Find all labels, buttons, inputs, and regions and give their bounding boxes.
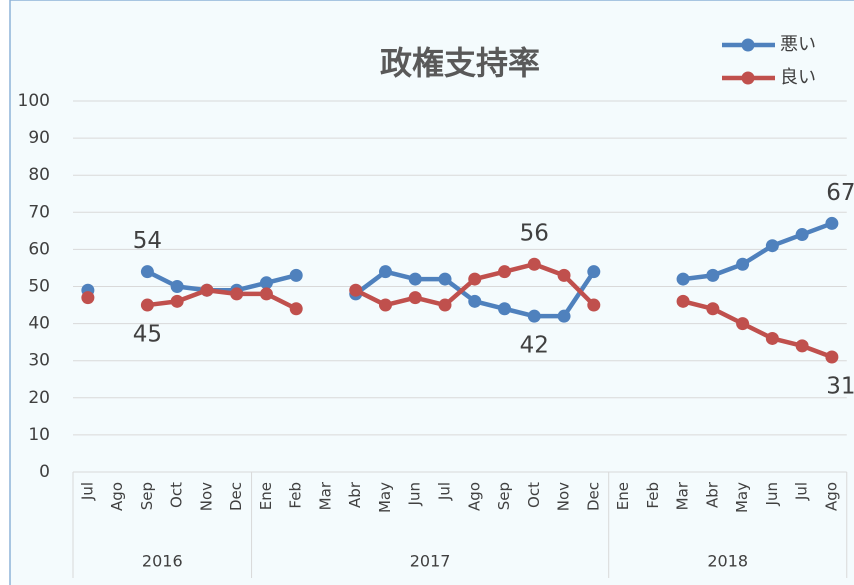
y-tick-label: 30 [28, 351, 50, 371]
x-tick-label: Jun [763, 482, 781, 506]
data-point [438, 272, 452, 286]
x-tick-label: Dec [584, 482, 602, 511]
data-label: 45 [133, 322, 162, 348]
y-tick-label: 0 [39, 462, 50, 482]
legend-label: 悪い [780, 34, 816, 55]
data-point [557, 309, 571, 323]
x-tick-label: Abr [346, 481, 364, 508]
data-point [140, 265, 154, 279]
data-point [527, 257, 541, 271]
data-point [736, 257, 750, 271]
group-label: 2018 [707, 552, 748, 571]
data-point [557, 268, 571, 282]
x-tick-label: Ene [614, 482, 632, 510]
x-tick-label: Sep [138, 482, 156, 510]
x-tick-label: Ago [108, 482, 126, 511]
data-point [259, 287, 273, 301]
data-point [170, 294, 184, 308]
data-point [140, 298, 154, 312]
data-point [765, 239, 779, 253]
data-point [378, 298, 392, 312]
y-tick-label: 80 [28, 165, 50, 185]
x-tick-label: Jul [78, 482, 96, 501]
x-tick-label: Oct [168, 482, 186, 508]
data-point [259, 276, 273, 290]
x-tick-label: Jul [436, 482, 454, 501]
y-tick-label: 70 [28, 202, 50, 222]
data-label: 54 [133, 228, 162, 254]
x-tick-label: Abr [703, 481, 721, 508]
data-point [438, 298, 452, 312]
data-point [230, 287, 244, 301]
x-tick-label: Ago [822, 482, 840, 511]
y-tick-label: 100 [18, 91, 50, 111]
y-tick-label: 50 [28, 277, 50, 297]
data-point [349, 283, 363, 297]
data-label: 56 [520, 221, 549, 247]
y-tick-label: 90 [28, 128, 50, 148]
data-point [676, 294, 690, 308]
x-tick-label: Nov [555, 482, 573, 511]
x-tick-label: Feb [287, 482, 305, 509]
x-tick-label: Mar [316, 481, 334, 510]
data-point [408, 291, 422, 305]
data-label: 42 [520, 333, 549, 359]
y-tick-label: 40 [28, 314, 50, 334]
data-point [706, 302, 720, 316]
data-point [825, 216, 839, 230]
legend-label: 良い [780, 67, 816, 88]
data-point [468, 272, 482, 286]
data-point [527, 309, 541, 323]
data-point [795, 228, 809, 242]
data-point [825, 350, 839, 364]
data-point [498, 265, 512, 279]
x-tick-label: Oct [525, 482, 543, 508]
x-tick-label: Feb [644, 482, 662, 509]
x-tick-label: Ago [465, 482, 483, 511]
data-point [706, 268, 720, 282]
x-tick-label: Ene [257, 482, 275, 510]
data-point [795, 339, 809, 353]
chart-title: 政権支持率 [380, 44, 540, 82]
data-point [170, 280, 184, 293]
x-tick-label: Sep [495, 482, 513, 510]
legend-marker [741, 71, 755, 85]
group-label: 2016 [142, 552, 183, 571]
data-point [200, 283, 214, 297]
x-tick-label: Nov [197, 482, 215, 511]
data-point [468, 294, 482, 308]
x-tick-label: May [733, 482, 751, 513]
y-tick-label: 60 [28, 239, 50, 259]
data-point [289, 302, 303, 316]
data-label: 67 [826, 180, 854, 206]
data-point [81, 291, 95, 305]
data-point [408, 272, 422, 286]
data-point [736, 317, 750, 331]
x-tick-label: Mar [674, 481, 692, 510]
data-point [378, 265, 392, 279]
x-tick-label: May [376, 482, 394, 513]
data-point [289, 268, 303, 282]
legend-marker [741, 38, 755, 52]
x-tick-label: Jul [793, 482, 811, 501]
data-point [587, 298, 601, 312]
y-tick-label: 10 [28, 425, 50, 445]
x-tick-label: Dec [227, 482, 245, 511]
data-label: 31 [826, 373, 854, 399]
data-point [765, 331, 779, 345]
x-tick-label: Jun [406, 482, 424, 506]
data-point [587, 265, 601, 279]
data-point [676, 272, 690, 286]
y-tick-label: 20 [28, 388, 50, 408]
data-point [498, 302, 512, 316]
group-label: 2017 [410, 552, 451, 571]
chart-frame [9, 0, 854, 585]
